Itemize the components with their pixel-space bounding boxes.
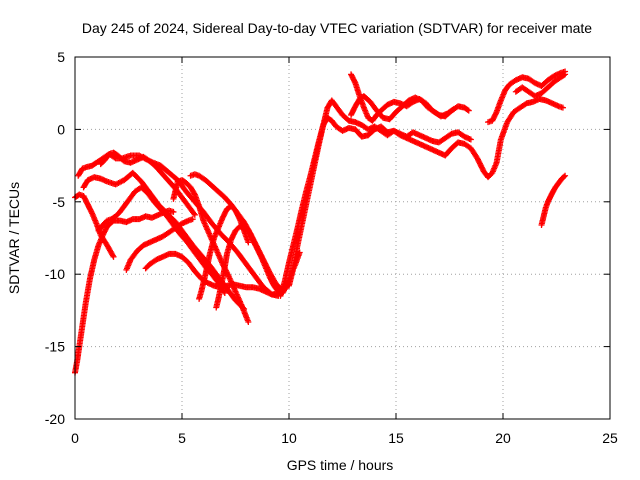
data-point bbox=[464, 106, 471, 113]
data-point bbox=[191, 190, 198, 197]
x-tick-label: 25 bbox=[602, 430, 618, 446]
data-point bbox=[450, 106, 457, 113]
y-tick-label: -5 bbox=[53, 194, 66, 210]
series-track-16 bbox=[348, 93, 457, 123]
series-track-6 bbox=[97, 149, 198, 218]
series-track-18 bbox=[512, 71, 569, 100]
y-tick-label: 0 bbox=[57, 121, 65, 137]
data-points bbox=[72, 68, 569, 376]
y-tick-label: -20 bbox=[45, 411, 65, 427]
x-tick-label: 0 bbox=[71, 430, 79, 446]
data-point bbox=[109, 252, 116, 259]
data-point bbox=[245, 239, 252, 246]
data-point bbox=[221, 290, 228, 297]
y-tick-label: 5 bbox=[57, 49, 65, 65]
chart-title: Day 245 of 2024, Sidereal Day-to-day VTE… bbox=[82, 20, 592, 36]
data-point bbox=[245, 318, 252, 325]
plot-border bbox=[74, 56, 611, 420]
data-point bbox=[189, 216, 196, 223]
data-point bbox=[465, 107, 472, 114]
x-tick-label: 15 bbox=[388, 430, 404, 446]
axis-ticks: 0 5 10 15 20 25 -20 -15 -10 -5 0 5 bbox=[45, 49, 618, 446]
data-point bbox=[560, 72, 567, 79]
series-track-9 bbox=[170, 177, 252, 325]
series-track-7 bbox=[123, 216, 196, 273]
y-tick-label: -10 bbox=[45, 266, 65, 282]
x-tick-label: 20 bbox=[495, 430, 511, 446]
data-point bbox=[562, 71, 569, 78]
data-point bbox=[190, 210, 197, 217]
series-track-5 bbox=[95, 184, 228, 297]
data-point bbox=[449, 106, 456, 113]
series-track-14 bbox=[286, 97, 474, 289]
data-point bbox=[191, 211, 198, 218]
x-axis-label: GPS time / hours bbox=[287, 457, 394, 473]
x-tick-label: 10 bbox=[281, 430, 297, 446]
series-track-19 bbox=[538, 172, 569, 228]
series-track-1 bbox=[72, 207, 177, 376]
x-tick-label: 5 bbox=[178, 430, 186, 446]
data-point bbox=[559, 104, 566, 111]
data-point bbox=[560, 173, 567, 180]
y-axis-label: SDTVAR / TECUs bbox=[6, 182, 22, 294]
data-point bbox=[110, 253, 117, 260]
series-track-17 bbox=[485, 68, 569, 126]
data-point bbox=[467, 136, 474, 143]
data-point bbox=[562, 172, 569, 179]
y-tick-label: -15 bbox=[45, 339, 65, 355]
data-point bbox=[170, 208, 177, 215]
series-track-10 bbox=[196, 203, 252, 302]
